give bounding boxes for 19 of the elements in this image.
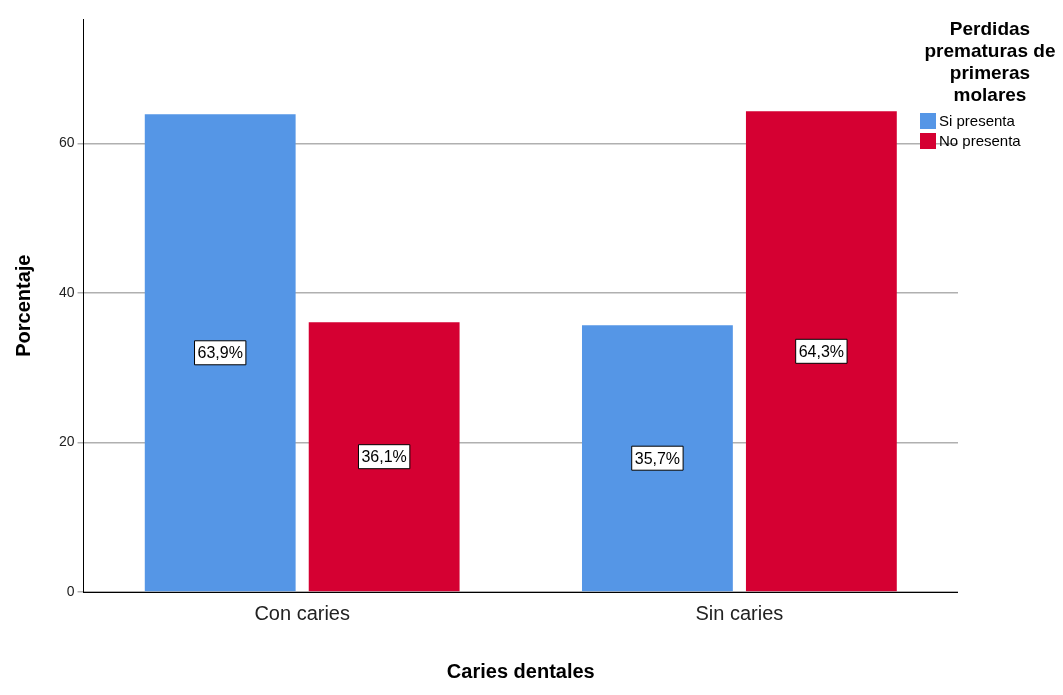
data-label: 36,1% [361,448,407,466]
legend-label: No presenta [939,132,1021,149]
y-tick-label: 20 [58,433,75,450]
bar [144,114,296,592]
y-tick-label: 0 [66,582,75,599]
y-tick-label: 60 [58,134,75,151]
y-axis-title: Porcentaje [11,254,34,357]
x-tick-label: Con caries [254,601,350,624]
data-label: 64,3% [798,342,845,360]
bar [745,111,897,592]
legend-title: Perdidas prematuras de primeras molares [923,18,1057,106]
bar [582,325,733,592]
y-tick-label: 40 [58,283,75,300]
bar [308,322,460,592]
x-axis-title: Caries dentales [446,659,595,682]
data-label: 35,7% [634,449,681,467]
legend-label: Si presenta [939,112,1015,129]
x-tick-label: Sin caries [695,601,784,624]
data-label: 63,9% [197,344,243,362]
